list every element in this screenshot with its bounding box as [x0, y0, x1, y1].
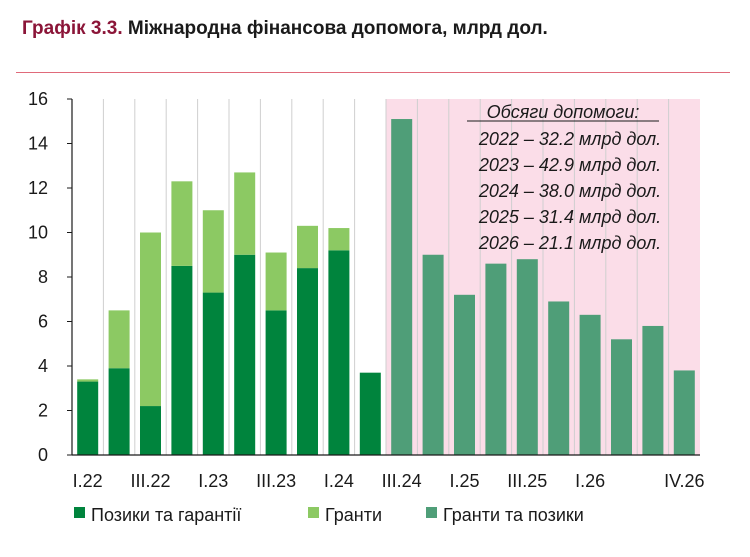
bar-grants [108, 310, 130, 369]
bar-grants-and-loans [611, 339, 632, 455]
bar-grants-and-loans [642, 325, 664, 455]
legend: Позики та гарантії Гранти Гранти та пози… [74, 505, 584, 525]
bar-grants [140, 232, 161, 407]
bar-grants-and-loans [516, 259, 538, 455]
y-tick-label: 6 [38, 312, 48, 332]
y-tick-label: 0 [38, 445, 48, 465]
x-tick-label: III.25 [507, 471, 547, 491]
x-tick-labels: I.22 III.22 I.23 III.23 I.24 III.24 I.25 III.25… [73, 471, 705, 491]
x-tick-label: I.24 [324, 471, 354, 491]
bar-loans [108, 368, 130, 455]
legend-swatch-grants-and-loans [426, 507, 437, 518]
legend-label-grants: Гранти [325, 505, 382, 525]
bar-grants [328, 228, 350, 251]
bar-grants [171, 181, 193, 266]
bar-grants-and-loans [485, 263, 507, 455]
chart-title: Графік 3.3. Міжнародна фінансова допомог… [22, 18, 548, 40]
y-tick-label: 16 [28, 89, 48, 109]
y-tick-label: 8 [38, 267, 48, 287]
legend-label-loans: Позики та гарантії [91, 505, 241, 525]
aid-volume-annotation: Обсяги допомоги: 2022 – 32.2 млрд дол. 2… [467, 102, 661, 253]
y-tick-label: 4 [38, 356, 48, 376]
bar-loans [202, 292, 224, 455]
annotation-line: 2022 – 32.2 млрд дол. [478, 129, 661, 149]
bar-grants [297, 225, 318, 269]
bar-grants-and-loans [391, 119, 413, 456]
y-tick-label: 2 [38, 401, 48, 421]
bar-loans [359, 372, 381, 455]
bar-grants-and-loans [548, 301, 570, 455]
bar-loans [77, 381, 99, 455]
bar-grants [265, 252, 287, 311]
annotation-line: 2024 – 38.0 млрд дол. [478, 181, 661, 201]
x-tick-label: IV.26 [664, 471, 704, 491]
annotation-heading: Обсяги допомоги: [487, 102, 640, 122]
bar-grants-and-loans [454, 294, 475, 455]
bar-grants-and-loans [673, 370, 695, 455]
bar-loans [297, 268, 318, 455]
grid-lines [102, 99, 670, 455]
annotation-line: 2026 – 21.1 млрд дол. [478, 233, 661, 253]
bar-grants-and-loans [579, 314, 601, 455]
legend-label-grants-and-loans: Гранти та позики [443, 505, 584, 525]
bar-grants-and-loans [422, 254, 444, 455]
bar-loans [171, 265, 193, 455]
annotation-line: 2023 – 42.9 млрд дол. [478, 155, 661, 175]
bar-grants [234, 172, 256, 255]
x-tick-label: I.22 [73, 471, 103, 491]
annotation-line: 2025 – 31.4 млрд дол. [478, 207, 661, 227]
x-tick-label: I.23 [198, 471, 228, 491]
x-tick-label: III.24 [382, 471, 422, 491]
chart-title-text: Міжнародна фінансова допомога, млрд дол. [127, 18, 548, 39]
y-tick-label: 10 [28, 223, 48, 243]
bar-grants [77, 379, 99, 382]
bar-loans [265, 310, 287, 455]
x-tick-label: I.26 [575, 471, 605, 491]
bar-loans [234, 254, 256, 455]
legend-swatch-grants [308, 507, 319, 518]
title-divider [16, 72, 730, 73]
x-tick-label: III.23 [256, 471, 296, 491]
bar-grants [202, 210, 224, 293]
bar-loans [140, 406, 161, 455]
bar-loans [328, 250, 350, 455]
y-tick-labels: 0 2 4 6 8 10 12 14 16 [28, 89, 72, 465]
bars [77, 119, 695, 456]
x-tick-label: I.25 [449, 471, 479, 491]
y-tick-label: 14 [28, 134, 48, 154]
legend-swatch-loans [74, 507, 85, 518]
x-tick-label: III.22 [130, 471, 170, 491]
y-tick-label: 12 [28, 178, 48, 198]
chart-number: Графік 3.3. [22, 18, 123, 39]
